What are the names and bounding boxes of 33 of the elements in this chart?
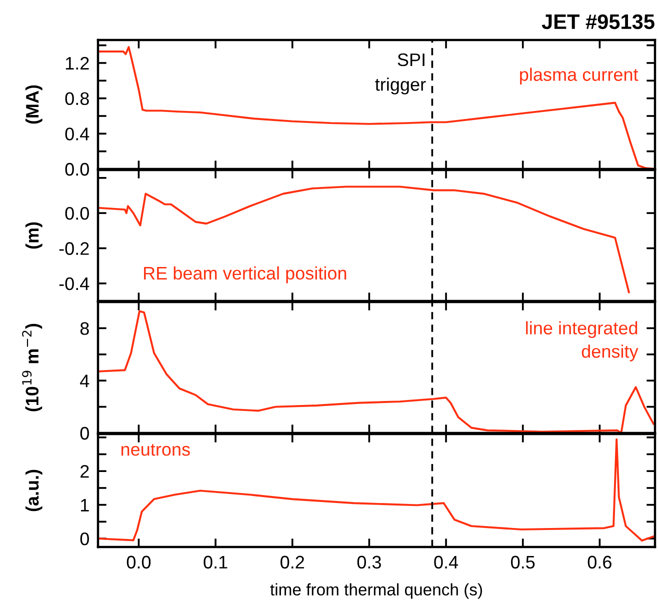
x-tick-label: 0.4 (434, 556, 458, 569)
annotation: RE beam vertical position (144, 266, 346, 284)
y-tick-label: 1.2 (66, 56, 89, 70)
y-axis-title: (MA) (25, 85, 42, 124)
y-tick-label: 0 (80, 426, 89, 440)
y-tick-label: -0.2 (59, 242, 89, 255)
y-tick-label: 0.0 (65, 162, 89, 176)
x-tick-label: 0.6 (588, 556, 612, 569)
annotation: plasma current (520, 68, 638, 85)
annotation: neutrons (121, 444, 190, 456)
line-series (98, 438, 654, 542)
x-tick-label: 0.2 (280, 556, 304, 569)
y-tick-label: 0 (80, 532, 89, 546)
x-axis-title: time from thermal quench (s) (270, 583, 482, 599)
chart-title: JET #95135 (542, 14, 654, 30)
annotation: line integrated density (526, 321, 638, 362)
x-tick-label: 0.3 (357, 556, 381, 569)
y-tick-label: 0.4 (65, 128, 90, 140)
x-tick-label: 0.1 (204, 556, 228, 569)
x-tick-label: 0.5 (511, 556, 535, 569)
y-tick-label: 0.8 (65, 92, 89, 106)
y-tick-label: -0.4 (59, 277, 90, 290)
y-axis-title: (a.u.) (25, 470, 42, 512)
y-axis-title: (m) (25, 222, 42, 249)
y-tick-label: 2 (80, 465, 89, 478)
y-axis-title: (10$^{19}$ m$^{−2}$) (22, 324, 42, 412)
x-tick-label: 0.0 (126, 556, 151, 569)
y-tick-label: 0.0 (65, 207, 89, 220)
y-tick-label: 4 (80, 374, 90, 388)
ref-line-label: SPI trigger (375, 53, 426, 94)
y-tick-label: 8 (80, 322, 89, 335)
y-tick-label: 1 (81, 498, 89, 512)
line-series (98, 186, 630, 294)
